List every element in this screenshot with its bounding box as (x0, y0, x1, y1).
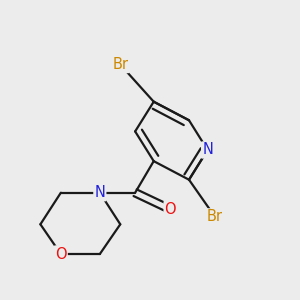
Text: Br: Br (112, 57, 128, 72)
Text: N: N (94, 185, 105, 200)
Text: Br: Br (207, 209, 223, 224)
Text: O: O (165, 202, 176, 217)
Text: N: N (202, 142, 213, 158)
Text: O: O (55, 247, 67, 262)
